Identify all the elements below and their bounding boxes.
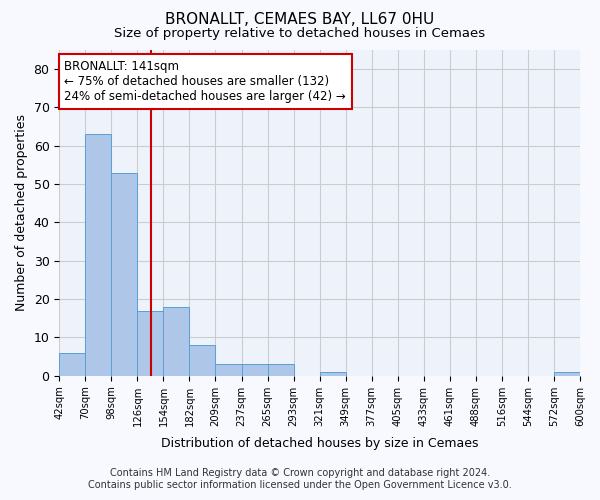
Bar [268,364,293,376]
Bar [242,364,268,376]
Bar [59,353,85,376]
Bar [190,345,215,376]
Bar [554,372,580,376]
Text: BRONALLT: 141sqm
← 75% of detached houses are smaller (132)
24% of semi-detached: BRONALLT: 141sqm ← 75% of detached house… [64,60,346,103]
Bar [85,134,112,376]
Bar [112,172,137,376]
Y-axis label: Number of detached properties: Number of detached properties [15,114,28,312]
Text: Size of property relative to detached houses in Cemaes: Size of property relative to detached ho… [115,28,485,40]
Bar [320,372,346,376]
Bar [163,307,190,376]
Text: Contains HM Land Registry data © Crown copyright and database right 2024.
Contai: Contains HM Land Registry data © Crown c… [88,468,512,490]
X-axis label: Distribution of detached houses by size in Cemaes: Distribution of detached houses by size … [161,437,478,450]
Text: BRONALLT, CEMAES BAY, LL67 0HU: BRONALLT, CEMAES BAY, LL67 0HU [166,12,434,28]
Bar [137,310,163,376]
Bar [215,364,242,376]
